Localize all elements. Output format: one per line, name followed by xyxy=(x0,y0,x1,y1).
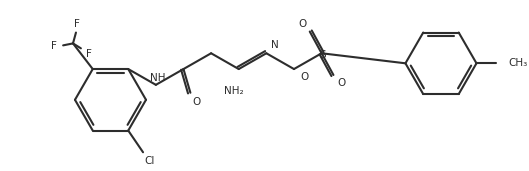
Text: F: F xyxy=(74,19,80,29)
Text: F: F xyxy=(86,49,92,59)
Text: N: N xyxy=(271,40,279,50)
Text: Cl: Cl xyxy=(145,156,155,166)
Text: O: O xyxy=(192,97,200,107)
Text: NH: NH xyxy=(150,73,166,83)
Text: F: F xyxy=(51,41,57,51)
Text: O: O xyxy=(300,72,308,82)
Text: O: O xyxy=(299,19,307,29)
Text: NH₂: NH₂ xyxy=(224,86,244,96)
Text: CH₃: CH₃ xyxy=(508,58,527,68)
Text: O: O xyxy=(337,78,345,88)
Text: S: S xyxy=(320,50,326,60)
